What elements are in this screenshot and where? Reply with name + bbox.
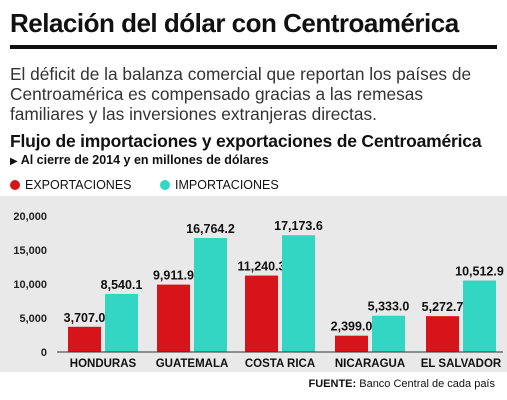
legend-item-imports: IMPORTACIONES [160,178,279,192]
bar-imports [463,280,496,352]
source-note: FUENTE: Banco Central de cada país [309,378,496,390]
data-label: 10,512.9 [455,265,504,279]
x-tick-label: GUATEMALA [156,358,229,370]
triangle-icon: ▶ [10,156,18,167]
x-tick-label: HONDURAS [70,358,137,370]
legend-background [0,174,507,196]
title-rule [10,45,497,49]
y-tick-label: 20,000 [13,211,47,223]
bar-imports [282,235,315,352]
bar-imports [105,293,138,352]
source-text: Banco Central de cada país [359,378,495,390]
bar-imports [194,238,227,352]
data-label: 8,540.1 [101,278,143,292]
x-tick-label: EL SALVADOR [421,358,502,370]
chart-note: ▶ Al cierre de 2014 y en millones de dóla… [10,153,269,167]
chart-note-text: Al cierre de 2014 y en millones de dólar… [20,153,269,167]
y-tick-label: 15,000 [13,245,47,257]
data-label: 2,399.0 [331,320,373,334]
legend: EXPORTACIONES IMPORTACIONES [10,178,304,193]
data-label: 9,911.9 [153,269,194,283]
x-tick-label: NICARAGUA [335,358,405,370]
legend-exports-label: EXPORTACIONES [25,178,132,192]
source-label: FUENTE: [308,378,357,390]
page-title: Relación del dólar con Centroamérica [10,8,459,38]
y-tick-label: 10,000 [13,279,47,291]
bar-exports [335,335,368,352]
data-label: 5,272.7 [422,300,464,314]
intro-text: El déficit de la balanza comercial que r… [10,64,472,124]
chart-title: Flujo de importaciones y exportaciones d… [10,131,482,151]
data-label: 5,333.0 [368,300,410,314]
legend-imports-label: IMPORTACIONES [175,178,279,192]
bar-exports [426,316,459,352]
legend-item-exports: EXPORTACIONES [10,178,132,192]
y-tick-label: 5,000 [19,313,47,325]
data-label: 3,707.0 [64,311,106,325]
data-label: 11,240.3 [238,260,286,274]
y-tick-label: 0 [41,347,47,359]
imports-swatch [160,180,170,190]
bar-chart: 0 5,000 10,000 15,000 20,000 3,707.0 8,540.1 HO… [13,211,504,370]
x-tick-label: COSTA RICA [245,358,315,370]
data-label: 17,173.6 [274,219,323,233]
data-label: 16,764.2 [186,222,235,236]
bar-exports [68,326,101,352]
bar-imports [372,315,405,352]
exports-swatch [10,180,20,190]
bar-exports [245,275,278,352]
bar-exports [157,284,190,352]
